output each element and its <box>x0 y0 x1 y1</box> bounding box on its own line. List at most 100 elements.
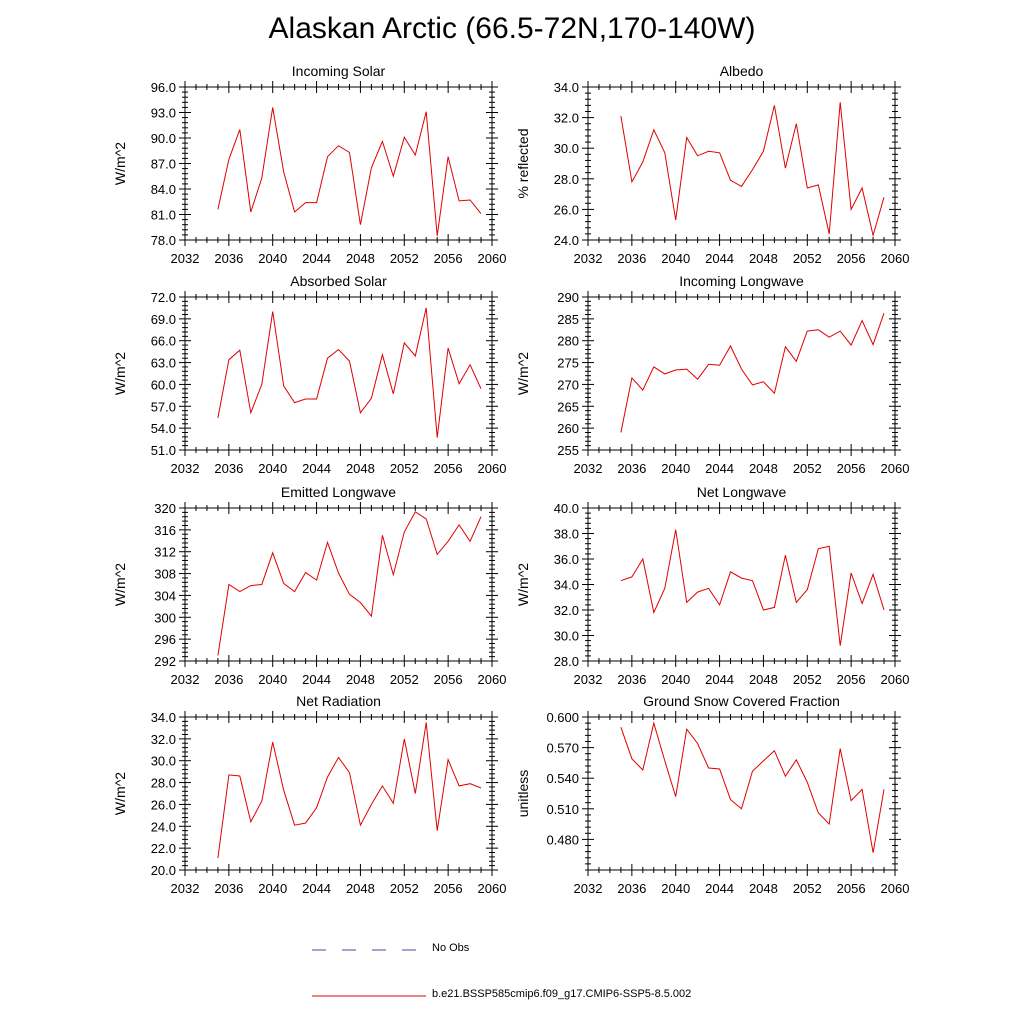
data-point <box>216 208 219 211</box>
data-point <box>370 803 373 806</box>
y-tick-label: 285 <box>557 312 579 327</box>
series-line <box>620 102 885 238</box>
data-point <box>447 347 450 350</box>
data-point <box>282 582 285 585</box>
data-point <box>773 392 776 395</box>
data-point <box>674 369 677 372</box>
x-tick-label: 2040 <box>661 461 690 476</box>
data-point <box>828 232 831 235</box>
data-point <box>685 368 688 371</box>
data-point <box>795 601 798 604</box>
panel-frame <box>184 716 493 871</box>
data-point <box>436 436 439 439</box>
data-point <box>381 353 384 356</box>
data-point <box>282 789 285 792</box>
data-point <box>249 584 252 587</box>
data-point <box>619 431 622 434</box>
x-tick-label: 2036 <box>617 672 646 687</box>
y-tick-label: 0.570 <box>546 741 579 756</box>
y-tick-label: 32.0 <box>554 111 579 126</box>
figure-title: Alaskan Arctic (66.5-72N,170-140W) <box>268 12 756 45</box>
data-point <box>784 345 787 348</box>
data-point <box>480 515 483 518</box>
data-point <box>817 811 820 814</box>
data-point <box>663 372 666 375</box>
panel-title: Incoming Longwave <box>679 273 804 289</box>
y-tick-label: 30.0 <box>554 141 579 156</box>
x-tick-label: 2052 <box>793 251 822 266</box>
data-point <box>718 768 721 771</box>
y-tick-label: 30.0 <box>151 754 176 769</box>
data-point <box>740 185 743 188</box>
legend-entry-model: b.e21.BSSP585cmip6.f09_g17.CMIP6-SSP5-8.… <box>310 986 691 1006</box>
data-point <box>806 781 809 784</box>
x-tick-label: 2056 <box>434 881 463 896</box>
x-tick-label: 2036 <box>214 881 243 896</box>
data-point <box>707 150 710 153</box>
x-tick-label: 2060 <box>881 461 910 476</box>
y-tick-label: 0.600 <box>546 710 579 725</box>
y-tick-label: 260 <box>557 421 579 436</box>
x-tick-label: 2040 <box>258 461 287 476</box>
data-point <box>696 591 699 594</box>
x-tick-label: 2036 <box>214 251 243 266</box>
data-point <box>784 554 787 557</box>
x-tick-label: 2040 <box>661 672 690 687</box>
data-point <box>619 115 622 118</box>
x-tick-label: 2044 <box>705 672 734 687</box>
data-point <box>271 310 274 313</box>
data-point <box>773 749 776 752</box>
panel-frame <box>587 296 896 451</box>
data-point <box>436 553 439 556</box>
data-point <box>271 741 274 744</box>
x-tick-label: 2044 <box>302 251 331 266</box>
x-tick-label: 2052 <box>793 672 822 687</box>
data-point <box>685 728 688 731</box>
data-point <box>238 128 241 131</box>
data-point <box>641 558 644 561</box>
data-point <box>315 806 318 809</box>
data-point <box>685 601 688 604</box>
data-point <box>685 136 688 139</box>
x-tick-label: 2032 <box>574 251 603 266</box>
data-point <box>828 336 831 339</box>
data-point <box>260 800 263 803</box>
data-point <box>883 609 886 612</box>
y-tick-label: 26.0 <box>151 797 176 812</box>
y-tick-label: 34.0 <box>554 578 579 593</box>
data-point <box>227 583 230 586</box>
y-axis-label: W/m^2 <box>112 563 128 606</box>
data-point <box>762 759 765 762</box>
data-point <box>348 593 351 596</box>
data-point <box>740 577 743 580</box>
data-point <box>729 345 732 348</box>
data-point <box>370 615 373 618</box>
data-point <box>663 759 666 762</box>
x-tick-label: 2032 <box>574 672 603 687</box>
y-tick-label: 66.0 <box>151 334 176 349</box>
x-tick-label: 2056 <box>837 251 866 266</box>
panel-8: 2032 2036 2040 2044 2048 2052 2056 2060 0.480 0.5… <box>515 693 909 896</box>
y-tick-label: 28.0 <box>554 654 579 669</box>
panel-title: Albedo <box>720 63 764 79</box>
y-tick-label: 84.0 <box>151 182 176 197</box>
data-point <box>872 573 875 576</box>
data-point <box>718 151 721 154</box>
data-point <box>458 199 461 202</box>
y-tick-label: 32.0 <box>151 732 176 747</box>
data-point <box>850 572 853 575</box>
x-tick-label: 2052 <box>390 881 419 896</box>
y-axis-label: W/m^2 <box>515 352 531 395</box>
x-tick-label: 2036 <box>617 461 646 476</box>
x-tick-label: 2048 <box>749 251 778 266</box>
y-tick-label: 96.0 <box>151 80 176 95</box>
panel-3: 2032 2036 2040 2044 2048 2052 2056 2060 51.0 54.0… <box>112 273 506 476</box>
panel-6: 2032 2036 2040 2044 2048 2052 2056 2060 28.0 30.0… <box>515 484 909 687</box>
data-point <box>795 758 798 761</box>
x-tick-label: 2048 <box>749 672 778 687</box>
data-point <box>304 201 307 204</box>
data-point <box>729 798 732 801</box>
panel-title: Net Longwave <box>697 484 787 500</box>
data-point <box>751 579 754 582</box>
x-tick-label: 2036 <box>617 881 646 896</box>
